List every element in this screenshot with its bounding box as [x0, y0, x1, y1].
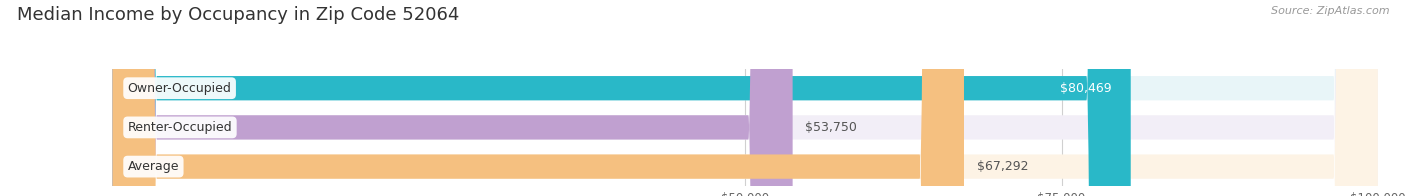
Text: $67,292: $67,292 — [977, 160, 1028, 173]
FancyBboxPatch shape — [112, 0, 1378, 196]
FancyBboxPatch shape — [112, 0, 965, 196]
Text: Renter-Occupied: Renter-Occupied — [128, 121, 232, 134]
FancyBboxPatch shape — [112, 0, 1378, 196]
Text: $80,469: $80,469 — [1060, 82, 1112, 95]
FancyBboxPatch shape — [112, 0, 1130, 196]
Text: Median Income by Occupancy in Zip Code 52064: Median Income by Occupancy in Zip Code 5… — [17, 6, 460, 24]
Text: Owner-Occupied: Owner-Occupied — [128, 82, 232, 95]
Text: $53,750: $53,750 — [806, 121, 858, 134]
FancyBboxPatch shape — [112, 0, 793, 196]
Text: Source: ZipAtlas.com: Source: ZipAtlas.com — [1271, 6, 1389, 16]
FancyBboxPatch shape — [112, 0, 1378, 196]
Text: Average: Average — [128, 160, 179, 173]
